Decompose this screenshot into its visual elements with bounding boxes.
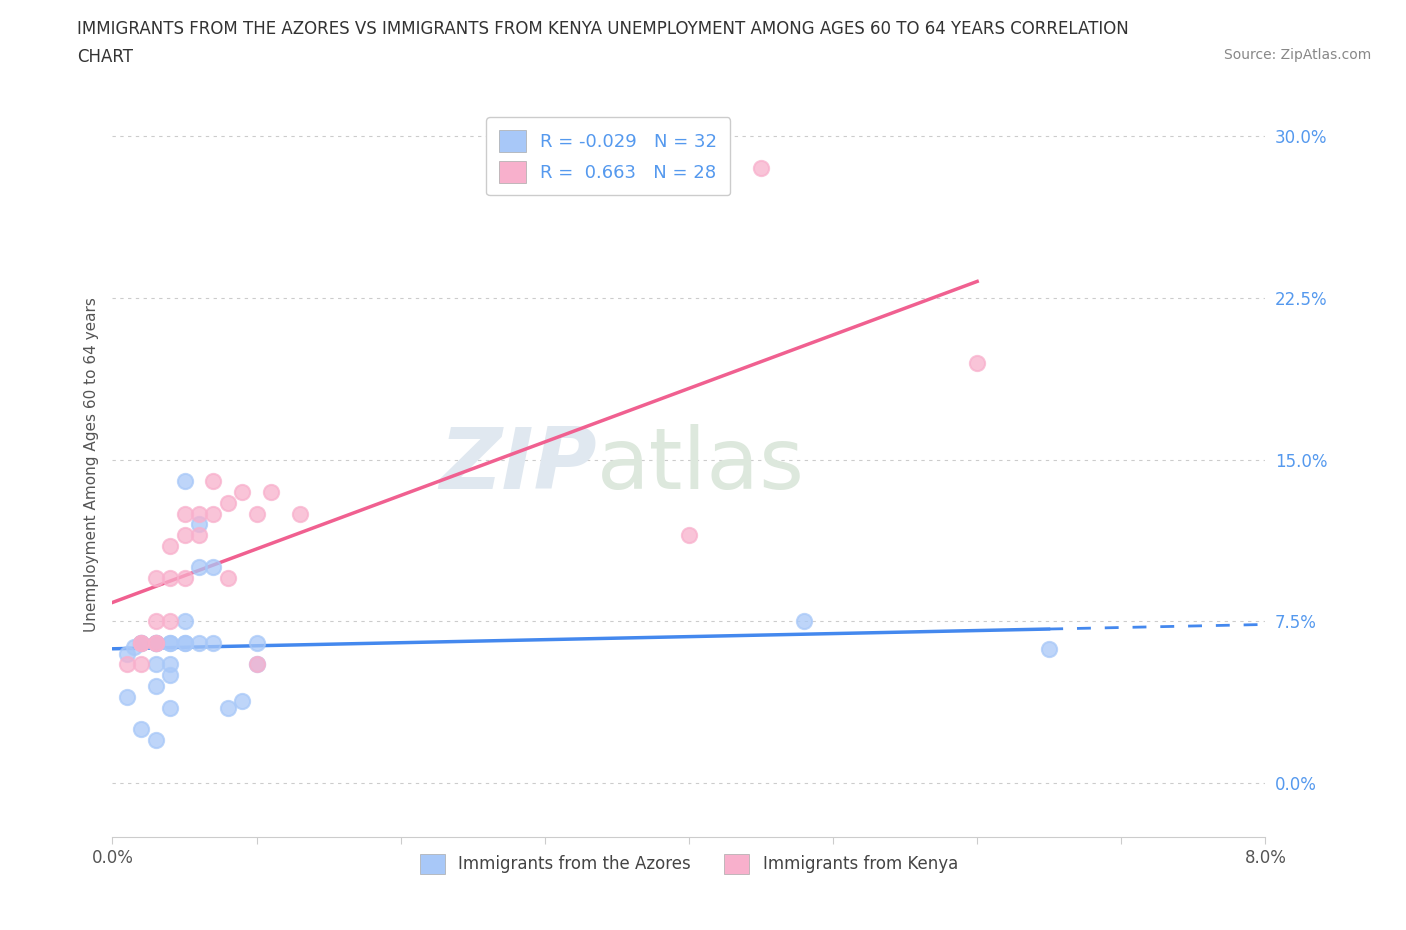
Point — [129, 635, 153, 650]
Point — [129, 635, 153, 650]
Point — [145, 635, 167, 650]
Point — [749, 161, 772, 176]
Point — [202, 635, 225, 650]
Point — [159, 700, 181, 715]
Text: CHART: CHART — [77, 48, 134, 66]
Text: IMMIGRANTS FROM THE AZORES VS IMMIGRANTS FROM KENYA UNEMPLOYMENT AMONG AGES 60 T: IMMIGRANTS FROM THE AZORES VS IMMIGRANTS… — [77, 20, 1129, 38]
Point — [145, 635, 167, 650]
Point — [188, 635, 211, 650]
Point — [173, 473, 195, 488]
Point — [202, 473, 225, 488]
Text: Source: ZipAtlas.com: Source: ZipAtlas.com — [1223, 48, 1371, 62]
Text: ZIP: ZIP — [439, 423, 596, 507]
Point — [793, 614, 815, 629]
Point — [173, 614, 195, 629]
Point — [129, 657, 153, 671]
Point — [202, 560, 225, 575]
Point — [145, 635, 167, 650]
Point — [145, 679, 167, 694]
Point — [202, 506, 225, 521]
Point — [115, 689, 138, 704]
Y-axis label: Unemployment Among Ages 60 to 64 years: Unemployment Among Ages 60 to 64 years — [83, 298, 98, 632]
Point — [231, 485, 253, 499]
Point — [678, 527, 700, 542]
Point — [217, 571, 239, 586]
Point — [246, 657, 269, 671]
Point — [145, 657, 167, 671]
Point — [246, 506, 269, 521]
Point — [173, 506, 195, 521]
Point — [246, 657, 269, 671]
Point — [122, 640, 145, 655]
Point — [173, 527, 195, 542]
Point — [159, 657, 181, 671]
Point — [217, 700, 239, 715]
Point — [231, 694, 253, 709]
Point — [159, 614, 181, 629]
Point — [173, 635, 195, 650]
Point — [188, 560, 211, 575]
Point — [129, 635, 153, 650]
Point — [159, 635, 181, 650]
Text: atlas: atlas — [596, 423, 804, 507]
Point — [1038, 642, 1060, 657]
Point — [145, 614, 167, 629]
Point — [188, 527, 211, 542]
Point — [966, 355, 988, 370]
Point — [115, 657, 138, 671]
Point — [260, 485, 283, 499]
Point — [115, 646, 138, 661]
Point — [129, 722, 153, 737]
Point — [188, 517, 211, 532]
Point — [217, 496, 239, 511]
Point — [159, 668, 181, 683]
Point — [145, 733, 167, 748]
Point — [188, 506, 211, 521]
Point — [129, 635, 153, 650]
Point — [159, 538, 181, 553]
Point — [159, 571, 181, 586]
Point — [145, 571, 167, 586]
Point — [246, 635, 269, 650]
Legend: Immigrants from the Azores, Immigrants from Kenya: Immigrants from the Azores, Immigrants f… — [413, 847, 965, 881]
Point — [173, 571, 195, 586]
Point — [145, 635, 167, 650]
Point — [173, 635, 195, 650]
Point — [145, 635, 167, 650]
Point — [159, 635, 181, 650]
Point — [288, 506, 311, 521]
